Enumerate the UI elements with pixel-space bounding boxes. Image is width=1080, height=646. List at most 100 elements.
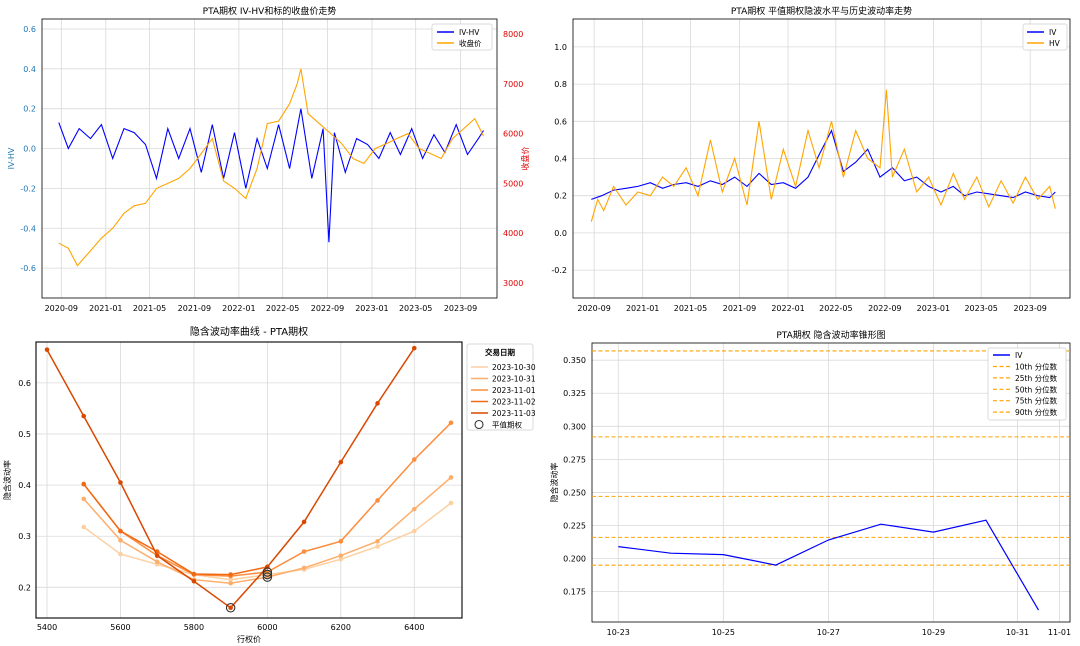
- series-line-close-price: [58, 68, 484, 267]
- series-line-iv: [591, 129, 1056, 200]
- y-tick-label: 0.2: [554, 192, 567, 201]
- y-tick-label: 0.3: [18, 532, 31, 541]
- x-tick-label: 2021-09: [178, 304, 211, 313]
- x-tick-label: 2022-05: [266, 304, 299, 313]
- series-line-2023-11-02: [83, 483, 268, 576]
- data-point: [338, 539, 344, 544]
- y-tick-label: 0.2: [18, 583, 31, 592]
- legend: IV HV: [1022, 23, 1068, 51]
- series-line-iv-hv: [58, 108, 484, 243]
- y-left-tick-label: 0.6: [23, 25, 36, 34]
- data-point: [338, 553, 344, 558]
- legend-label: 25th 分位数: [1015, 373, 1058, 383]
- data-point: [228, 605, 233, 611]
- x-tick-label: 2021-01: [626, 304, 659, 313]
- y-tick-label: -0.2: [551, 266, 567, 275]
- data-point: [375, 544, 380, 549]
- legend-label: 75th 分位数: [1015, 396, 1058, 406]
- legend-label: 2023-10-31: [492, 375, 536, 384]
- panel-iv-smile: 5400 5600 5800 6000 6200 6400 0.2 0.3 0.4 0.5 0.6 隐…: [2, 325, 536, 644]
- data-point: [448, 420, 454, 426]
- data-point: [154, 559, 160, 565]
- legend-label: 10th 分位数: [1015, 362, 1058, 372]
- y-tick-label: 0.0: [554, 229, 567, 238]
- x-tick-label: 2021-05: [674, 304, 707, 313]
- x-tick-label: 2022-09: [311, 304, 344, 313]
- plot-frame: [572, 18, 1071, 299]
- data-point: [301, 519, 307, 525]
- x-tick-label: 11-01: [1048, 628, 1071, 637]
- x-tick-label: 2020-09: [577, 304, 610, 313]
- panel-iv-hv-price: 2020-09 2021-01 2021-05 2021-09 2022-01 2022-…: [7, 5, 530, 313]
- legend-label: IV: [1015, 351, 1023, 360]
- data-point: [228, 572, 233, 577]
- y-axis-label: 隐含波动率: [2, 460, 12, 500]
- x-tick-label: 6200: [331, 623, 351, 632]
- legend-label: 90th 分位数: [1015, 407, 1058, 417]
- series-line-iv: [618, 519, 1040, 611]
- x-tick-label: 6000: [257, 623, 277, 632]
- series-line-2023-11-03: [46, 347, 415, 609]
- x-tick-label: 2021-05: [133, 304, 166, 313]
- x-tick-label: 2022-01: [222, 304, 255, 313]
- data-point: [338, 459, 344, 465]
- y-tick-label: 0.325: [563, 389, 586, 398]
- legend-title: 交易日期: [485, 347, 515, 357]
- y-tick-label: 0.200: [563, 555, 586, 564]
- legend-label: 平值期权: [492, 420, 522, 430]
- data-point: [118, 551, 123, 557]
- data-point: [81, 413, 87, 419]
- y-tick-label: 0.175: [563, 588, 586, 597]
- legend-label: IV-HV: [459, 28, 480, 37]
- legend-label: 收盘价: [459, 38, 482, 48]
- x-tick-label: 2023-09: [444, 304, 477, 313]
- data-point: [448, 475, 454, 480]
- x-tick-label: 5600: [110, 623, 130, 632]
- data-point: [191, 578, 197, 584]
- x-tick-label: 10-23: [607, 628, 630, 637]
- x-tick-label: 5400: [37, 623, 57, 632]
- y-tick-label: 0.8: [554, 80, 567, 89]
- legend-label: 2023-11-03: [492, 409, 536, 418]
- data-point: [81, 524, 87, 530]
- x-tick-label: 10-29: [922, 628, 945, 637]
- x-tick-label: 2023-09: [1013, 304, 1046, 313]
- data-point: [338, 556, 344, 562]
- panel-iv-cone: 10-23 10-25 10-27 10-29 10-31 11-01 0.175 0.200…: [549, 329, 1071, 637]
- y-right-tick-label: 7000: [503, 80, 523, 89]
- y-right-tick-label: 4000: [503, 229, 523, 238]
- y-tick-label: 0.350: [563, 356, 586, 365]
- x-tick-label: 2022-05: [819, 304, 852, 313]
- data-point: [411, 506, 417, 512]
- y-left-tick-label: 0.2: [23, 105, 36, 114]
- x-tick-label: 2022-09: [868, 304, 901, 313]
- legend-atm-marker: [474, 419, 484, 430]
- legend-box: [1022, 23, 1068, 51]
- legend-label: 2023-11-02: [492, 398, 536, 407]
- y-tick-label: 0.4: [554, 155, 567, 164]
- plot-frame: [41, 18, 498, 299]
- y-left-tick-label: 0.4: [23, 65, 36, 74]
- x-tick-label: 5800: [184, 623, 204, 632]
- data-point: [375, 498, 380, 503]
- x-tick-label: 2023-01: [917, 304, 950, 313]
- x-tick-label: 10-25: [712, 628, 735, 637]
- y-tick-label: 0.4: [18, 481, 31, 490]
- legend-label: IV: [1049, 28, 1057, 37]
- data-point: [411, 528, 417, 534]
- atm-marker: [225, 603, 236, 613]
- y-axis-label-left: IV-HV: [7, 147, 16, 169]
- x-tick-label: 2020-09: [45, 304, 78, 313]
- data-point: [301, 565, 307, 571]
- y-tick-label: 0.250: [563, 488, 586, 497]
- x-tick-label: 2023-05: [399, 304, 432, 313]
- y-tick-label: 0.275: [563, 455, 586, 464]
- data-point: [154, 553, 160, 558]
- data-point: [301, 549, 307, 554]
- legend: 交易日期 2023-10-30 2023-10-31 2023-11-01 2023-1…: [466, 343, 536, 431]
- atm-marker: [262, 572, 273, 582]
- y-left-tick-label: 0.0: [23, 145, 36, 154]
- x-tick-label: 2023-01: [355, 304, 388, 313]
- y-right-tick-label: 3000: [503, 279, 523, 288]
